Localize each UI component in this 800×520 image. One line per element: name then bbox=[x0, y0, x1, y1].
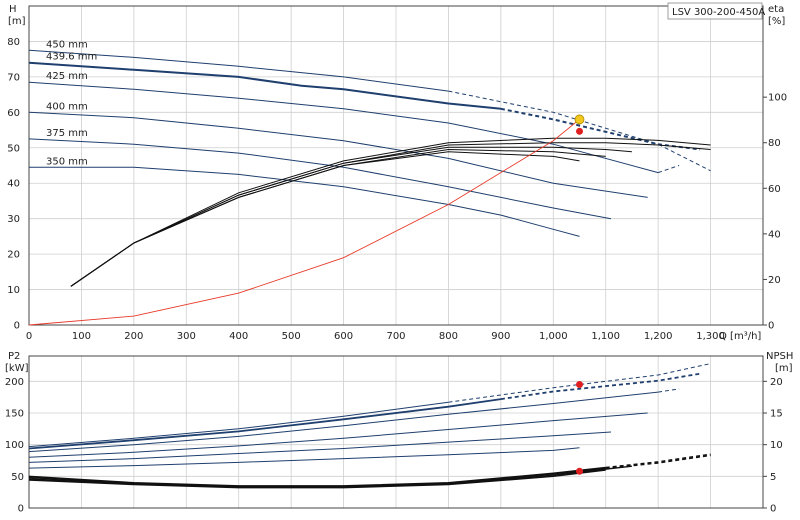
power-curve-439-6-mm-solid bbox=[28, 398, 502, 450]
eta-tick-label: 20 bbox=[768, 275, 781, 286]
power-curve-350-mm-solid bbox=[28, 447, 580, 469]
power-npsh-panel: 0 50 100 150 200 0 5 10 15 20 P2 [kW] NPSH [m] bbox=[5, 351, 793, 515]
duty-point-marker bbox=[574, 114, 585, 125]
flow-tick-label: 700 bbox=[386, 331, 405, 342]
flow-axis-title: Q [m³/h] bbox=[719, 331, 761, 342]
flow-tick-label: 0 bbox=[26, 331, 32, 342]
efficiency-curve-2 bbox=[70, 142, 711, 287]
head-curve-label: 450 mm bbox=[46, 39, 88, 50]
head-tick-label: 80 bbox=[7, 37, 20, 48]
flow-tick-label: 400 bbox=[229, 331, 248, 342]
bottom-curves bbox=[28, 363, 711, 489]
head-curve-label: 375 mm bbox=[46, 128, 88, 139]
power-tick-label: 150 bbox=[5, 409, 24, 420]
flow-tick-label: 1,300 bbox=[696, 331, 725, 342]
power-curve-450-mm-dashed bbox=[448, 363, 711, 403]
flow-tick-label: 800 bbox=[439, 331, 458, 342]
npsh-axis-unit: [m] bbox=[775, 363, 793, 374]
flow-tick-label: 900 bbox=[491, 331, 510, 342]
head-curve-label: 425 mm bbox=[46, 71, 88, 82]
flow-tick-label: 500 bbox=[282, 331, 301, 342]
power-tick-label: 100 bbox=[5, 440, 24, 451]
bottom-plot-frame bbox=[28, 355, 764, 509]
head-tick-label: 10 bbox=[7, 285, 20, 296]
flow-tick-label: 200 bbox=[124, 331, 143, 342]
npsh-curve-1-dashed bbox=[605, 453, 711, 469]
power-tick-label: 200 bbox=[5, 377, 24, 388]
power-axis-unit: [kW] bbox=[5, 363, 29, 374]
head-curve-425-mm-solid bbox=[28, 81, 659, 174]
efficiency-curve-3 bbox=[70, 146, 632, 287]
eta-tick-label: 40 bbox=[768, 229, 781, 240]
npsh-tick-label: 15 bbox=[770, 409, 783, 420]
head-tick-label: 0 bbox=[14, 321, 20, 332]
eta-tick-label: 60 bbox=[768, 184, 781, 195]
head-efficiency-panel: 0 100 200 300 400 500 600 700 800 900 1,000 1,100 1,… bbox=[7, 2, 787, 342]
head-tick-label: 70 bbox=[7, 72, 20, 83]
model-label: LSV 300-200-450A bbox=[672, 7, 765, 18]
system-curve bbox=[28, 119, 580, 326]
npsh-tick-labels: 0 5 10 15 20 bbox=[763, 377, 783, 515]
power-curve-425-mm-solid bbox=[28, 391, 659, 453]
head-axis-title: H bbox=[9, 4, 17, 15]
flow-tick-label: 300 bbox=[177, 331, 196, 342]
efficiency-curve-5 bbox=[70, 151, 580, 287]
head-tick-label: 20 bbox=[7, 250, 20, 261]
head-curve-425-mm-dashed bbox=[657, 165, 680, 174]
npsh-axis-title: NPSH bbox=[766, 351, 793, 362]
top-plot-frame bbox=[28, 5, 764, 326]
power-tick-label: 50 bbox=[11, 472, 24, 483]
eta-axis-unit: [%] bbox=[768, 16, 785, 27]
power-curve-450-mm-solid bbox=[28, 401, 449, 448]
head-tick-label: 30 bbox=[7, 214, 20, 225]
eta-tick-label: 0 bbox=[768, 321, 774, 332]
eta-tick-label: 100 bbox=[768, 93, 787, 104]
efficiency-curve-1 bbox=[70, 137, 711, 287]
head-axis-unit: [m] bbox=[8, 16, 26, 27]
top-curves: 450 mm 439.6 mm 425 mm 400 mm 375 mm 350 mm bbox=[28, 39, 711, 326]
head-tick-label: 50 bbox=[7, 143, 20, 154]
npsh-point-marker bbox=[576, 467, 583, 475]
power-curve-375-mm-solid bbox=[28, 431, 612, 463]
efficiency-point-marker bbox=[576, 127, 583, 135]
eta-axis-title: eta bbox=[768, 4, 784, 15]
eta-tick-label: 80 bbox=[768, 138, 781, 149]
head-curve-450-mm-solid bbox=[28, 49, 449, 92]
flow-tick-label: 600 bbox=[334, 331, 353, 342]
eta-tick-labels: 0 20 40 60 80 100 bbox=[763, 93, 787, 332]
npsh-tick-label: 5 bbox=[770, 472, 776, 483]
power-curve-425-mm-dashed bbox=[658, 388, 680, 393]
npsh-curve-4-solid bbox=[28, 469, 606, 489]
flow-tick-label: 1,100 bbox=[591, 331, 620, 342]
flow-tick-label: 1,200 bbox=[644, 331, 673, 342]
top-grid bbox=[28, 6, 763, 326]
head-curve-label: 350 mm bbox=[46, 156, 88, 167]
head-curve-label: 439.6 mm bbox=[46, 52, 97, 63]
power-axis-title: P2 bbox=[8, 351, 20, 362]
power-tick-label: 0 bbox=[18, 504, 24, 515]
head-tick-labels: 0 10 20 30 40 50 60 70 80 bbox=[7, 37, 20, 332]
head-curve-400-mm-solid bbox=[28, 111, 648, 198]
power-tick-labels: 0 50 100 150 200 bbox=[5, 377, 24, 515]
head-tick-label: 60 bbox=[7, 108, 20, 119]
power-curve-439-6-mm-dashed bbox=[500, 372, 701, 400]
power-point-marker bbox=[576, 381, 583, 388]
efficiency-curve-4 bbox=[70, 148, 606, 287]
head-tick-label: 40 bbox=[7, 179, 20, 190]
npsh-tick-label: 20 bbox=[770, 377, 783, 388]
npsh-tick-label: 0 bbox=[770, 504, 776, 515]
head-curve-label: 400 mm bbox=[46, 101, 88, 112]
top-x-tick-labels: 0 100 200 300 400 500 600 700 800 900 1,000 1,100 1,… bbox=[26, 331, 725, 342]
model-label-box bbox=[667, 2, 763, 20]
npsh-tick-label: 10 bbox=[770, 440, 783, 451]
head-curve-350-mm-solid bbox=[29, 166, 580, 237]
head-curve-450-mm-dashed bbox=[448, 90, 711, 172]
power-curve-400-mm-solid bbox=[28, 412, 648, 458]
flow-tick-label: 1,000 bbox=[539, 331, 568, 342]
head-curve-375-mm-solid bbox=[28, 138, 612, 220]
flow-tick-label: 100 bbox=[72, 331, 91, 342]
head-curve-439-6-mm-solid bbox=[28, 61, 502, 110]
